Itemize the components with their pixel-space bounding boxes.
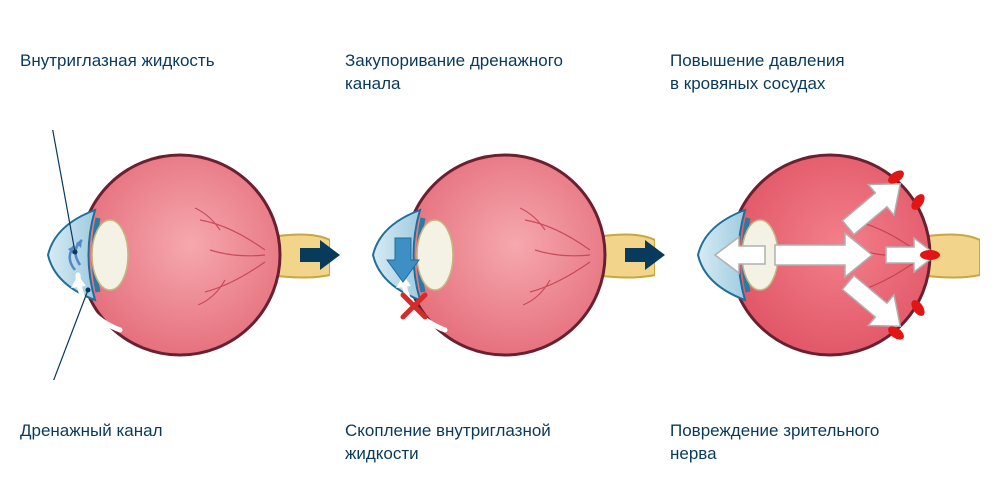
stage1-top-label: Внутриглазная жидкость xyxy=(20,50,215,73)
stage3-top-label: Повышение давления в кровяных сосудах xyxy=(670,50,845,96)
eye-diagram-2 xyxy=(345,130,655,380)
progress-arrow-2 xyxy=(625,240,665,270)
stage2-top-label: Закупоривание дренажного канала xyxy=(345,50,563,96)
leader-line-bottom xyxy=(48,290,88,380)
stage2-bottom-label: Скопление внутриглазной жидкости xyxy=(345,420,551,466)
stage1-bottom-label: Дренажный канал xyxy=(20,420,163,443)
eye-diagram-3 xyxy=(670,130,980,380)
stage3-bottom-label: Повреждение зрительного нерва xyxy=(670,420,879,466)
eye-diagram-1 xyxy=(20,130,330,380)
progress-arrow-1 xyxy=(300,240,340,270)
